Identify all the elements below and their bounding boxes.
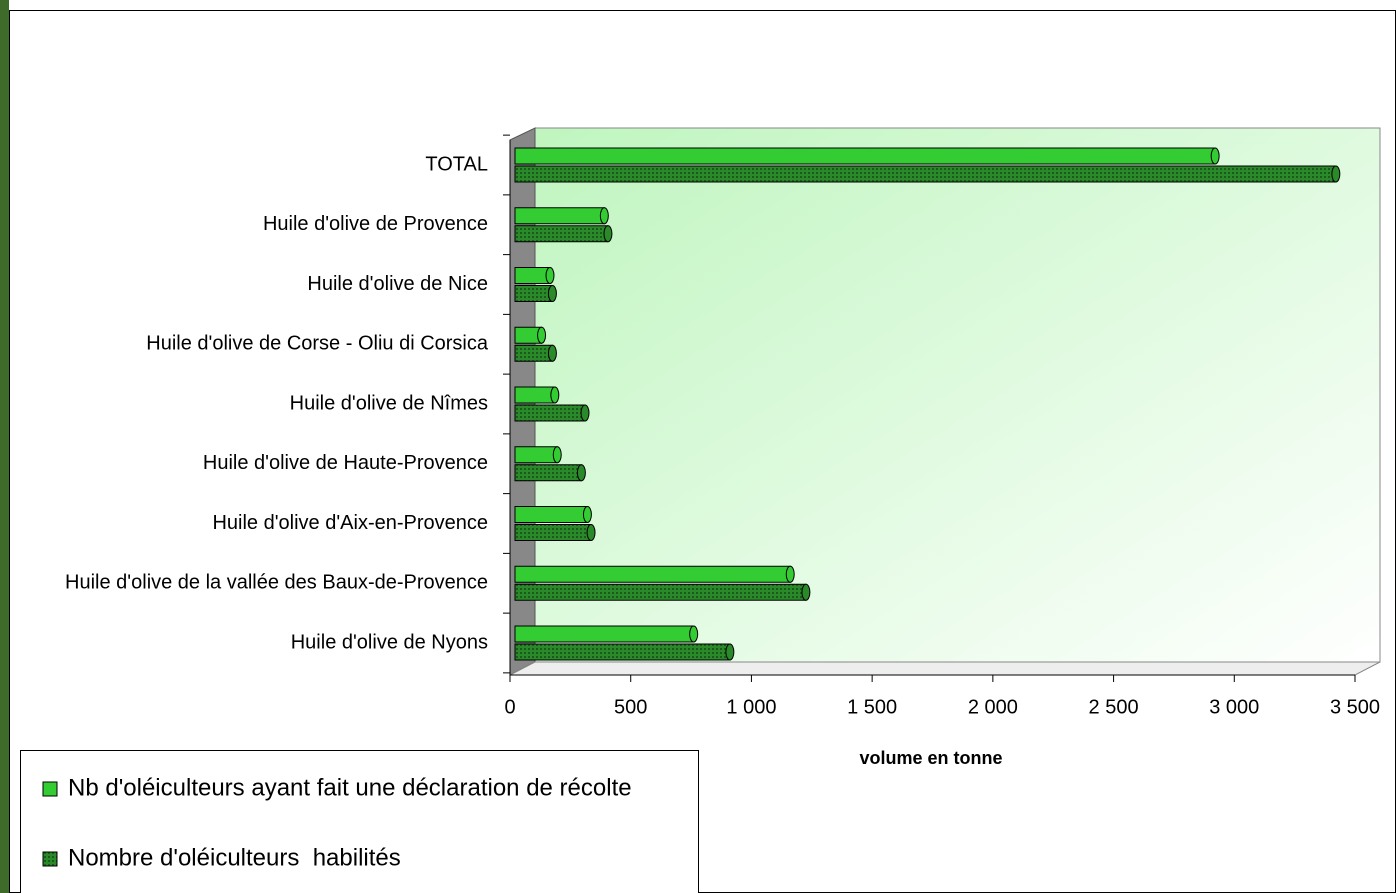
x-tick-label: 3 500	[1330, 696, 1380, 718]
bar	[514, 207, 605, 225]
bar	[514, 285, 553, 302]
x-axis-label: volume en tonne	[859, 748, 1002, 768]
legend-swatch	[42, 781, 58, 797]
y-tick-label: Huile d'olive d'Aix-en-Provence	[212, 512, 488, 534]
x-tick-label: 2 500	[1089, 696, 1139, 718]
legend-label: Nombre d'oléiculteurs habilités	[68, 844, 401, 871]
bar-cap	[550, 386, 560, 404]
bar	[514, 225, 609, 243]
bar-cap	[545, 267, 555, 284]
x-tick-label: 1 000	[726, 696, 776, 718]
x-tick-label: 1 500	[847, 696, 897, 718]
bar	[514, 625, 695, 643]
bar-cap	[547, 285, 557, 302]
bar	[514, 165, 1337, 183]
bar	[514, 404, 586, 422]
bar-cap	[599, 207, 609, 225]
bar-cap	[547, 344, 557, 362]
bar-cap	[603, 225, 613, 243]
bar-cap	[725, 643, 735, 661]
bar	[514, 524, 592, 541]
legend-swatch	[42, 851, 58, 867]
bar-cap	[576, 464, 586, 482]
bar-cap	[1331, 165, 1341, 183]
bar-cap	[537, 326, 547, 344]
y-tick-label: Huile d'olive de Corse - Oliu di Corsica	[146, 333, 489, 355]
legend	[20, 750, 699, 893]
bar-cap	[1210, 147, 1220, 165]
bar-cap	[785, 565, 795, 583]
y-tick-label: TOTAL	[425, 153, 488, 175]
bar	[514, 147, 1216, 165]
bar-cap	[689, 625, 699, 643]
bar	[514, 583, 807, 601]
bar	[514, 446, 558, 464]
x-tick-label: 500	[614, 696, 647, 718]
y-tick-label: Huile d'olive de la vallée des Baux-de-P…	[65, 572, 488, 594]
bar	[514, 565, 791, 583]
bar	[514, 386, 556, 404]
bar	[514, 506, 588, 523]
bar	[514, 267, 551, 284]
bar	[514, 344, 553, 362]
y-tick-label: Huile d'olive de Haute-Provence	[203, 452, 488, 474]
y-tick-label: Huile d'olive de Provence	[263, 213, 488, 235]
bar-cap	[586, 524, 596, 541]
x-tick-label: 2 000	[968, 696, 1018, 718]
floor	[509, 661, 1381, 676]
bar	[514, 643, 731, 661]
x-tick-label: 3 000	[1209, 696, 1259, 718]
bar	[514, 464, 582, 482]
y-tick-label: Huile d'olive de Nice	[307, 273, 488, 295]
side-strip	[0, 0, 9, 893]
y-tick-label: Huile d'olive de Nyons	[291, 631, 488, 653]
y-tick-label: Huile d'olive de Nîmes	[290, 392, 488, 414]
x-tick-label: 0	[504, 696, 515, 718]
legend-label: Nb d'oléiculteurs ayant fait une déclara…	[68, 774, 632, 801]
bar-cap	[580, 404, 590, 422]
bar-cap	[582, 506, 592, 523]
bar-cap	[801, 583, 811, 601]
bar-cap	[552, 446, 562, 464]
